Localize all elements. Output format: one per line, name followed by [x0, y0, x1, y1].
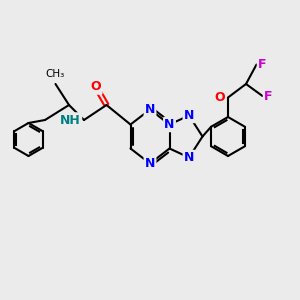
Text: F: F	[258, 58, 266, 71]
Text: O: O	[91, 80, 101, 94]
Text: N: N	[184, 109, 194, 122]
Text: N: N	[184, 151, 194, 164]
Text: CH₃: CH₃	[46, 70, 65, 80]
Text: N: N	[164, 118, 175, 131]
Text: F: F	[264, 89, 272, 103]
Text: N: N	[145, 157, 155, 170]
Text: NH: NH	[60, 113, 81, 127]
Text: N: N	[145, 103, 155, 116]
Text: O: O	[214, 91, 225, 104]
